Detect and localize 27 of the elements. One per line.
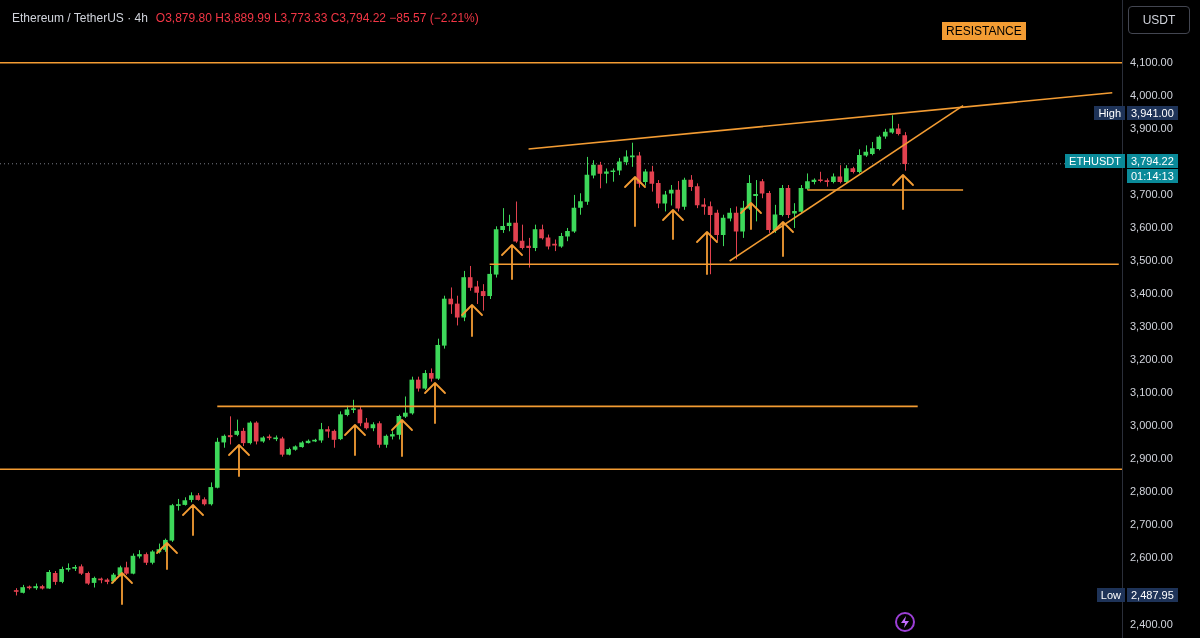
y-tick-label: 3,200.00 (1130, 353, 1173, 366)
y-tick-label: 4,000.00 (1130, 88, 1173, 101)
y-tick-label: 2,900.00 (1130, 452, 1173, 465)
y-tick-label: 4,100.00 (1130, 55, 1173, 68)
text: Ethereum / TetherUS · 4h (12, 11, 148, 25)
y-tick-label: 2,700.00 (1130, 518, 1173, 531)
y-tick-label: 3,400.00 (1130, 287, 1173, 300)
y-tick-label: 2,400.00 (1130, 617, 1173, 630)
y-tick-label: 3,900.00 (1130, 121, 1173, 134)
y-tick-label: 3,700.00 (1130, 187, 1173, 200)
text: 3,794.22 (1127, 154, 1178, 168)
annotation: High (1094, 106, 1125, 120)
text: 2,487.95 (1127, 588, 1178, 602)
y-tick-label: 3,500.00 (1130, 254, 1173, 267)
text: O3,879.80 H3,889.99 L3,773.33 C3,794.22 −85.57 (−2.21%) (155, 11, 479, 25)
text: 3,941.00 (1127, 106, 1178, 120)
annotation: RESISTANCE (942, 22, 1026, 40)
y-tick-label: 2,800.00 (1130, 485, 1173, 498)
annotation: Low (1096, 588, 1125, 602)
y-tick-label: 3,300.00 (1130, 320, 1173, 333)
y-tick-label: 2,600.00 (1130, 551, 1173, 564)
annotation: ETHUSDT (1065, 154, 1125, 168)
text: USDT (1128, 6, 1190, 34)
text: 01:14:13 (1127, 169, 1178, 183)
y-tick-label: 3,600.00 (1130, 221, 1173, 233)
y-tick-label: 3,000.00 (1130, 419, 1173, 432)
y-tick-label: 3,100.00 (1130, 386, 1173, 399)
